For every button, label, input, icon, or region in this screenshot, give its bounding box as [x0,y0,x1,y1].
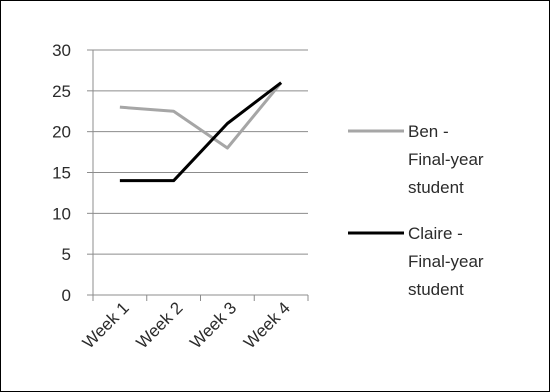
y-tick-label-0: 0 [62,286,71,305]
legend-label-1-line-2: Final-year [408,150,484,169]
y-tick-label-10: 10 [52,204,71,223]
y-tick-label-25: 25 [52,82,71,101]
series-line-1 [119,81,283,150]
axes [87,49,309,301]
y-tick-label-30: 30 [52,41,71,60]
series-line-2 [119,81,283,183]
data-point-s2-1 [118,179,121,182]
legend-label-1-line-1: Ben - [408,122,449,141]
data-point-s2-2 [172,179,175,182]
gridlines [93,49,308,255]
data-point-s1-2 [172,110,175,113]
legend: Ben - Final-year student Claire - Final-year… [348,122,484,299]
legend-label-2-line-2: Final-year [408,252,484,271]
y-tick-label-15: 15 [52,164,71,183]
legend-label-2-line-3: student [408,280,464,299]
data-point-s1-1 [118,106,121,109]
y-axis-tick-labels: 0 5 10 15 20 25 30 [52,41,71,305]
legend-label-2-line-1: Claire - [408,224,463,243]
y-tick-label-5: 5 [62,245,71,264]
legend-label-1-line-3: student [408,178,464,197]
y-tick-label-20: 20 [52,123,71,142]
data-point-s1-3 [226,147,229,150]
data-point-s2-4 [280,81,283,84]
data-point-s2-3 [226,122,229,125]
series-lines [118,81,283,183]
